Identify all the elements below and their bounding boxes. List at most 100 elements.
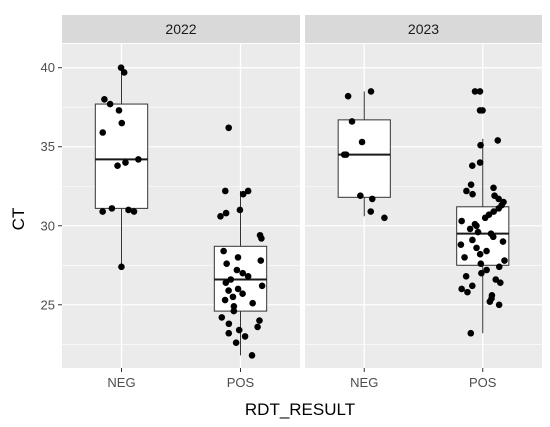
data-point xyxy=(490,184,497,192)
data-point xyxy=(254,323,261,331)
y-tick-label: 40 xyxy=(41,60,55,75)
data-point xyxy=(225,320,233,328)
data-point xyxy=(217,212,224,220)
data-point xyxy=(249,299,256,307)
box-2023-NEG xyxy=(337,88,391,222)
x-axis-title: RDT_RESULT xyxy=(245,400,355,419)
data-point xyxy=(348,118,356,125)
box-iqr xyxy=(337,119,391,198)
data-point xyxy=(101,96,108,103)
box-2023-POS xyxy=(456,88,510,337)
data-point xyxy=(381,214,388,222)
data-point xyxy=(476,88,484,95)
data-point xyxy=(474,228,482,236)
data-point xyxy=(99,129,107,136)
data-point xyxy=(499,238,507,245)
facet-panel-2023: 2023 xyxy=(305,15,542,368)
data-point xyxy=(463,187,470,195)
data-point xyxy=(218,314,226,321)
data-point xyxy=(476,107,484,114)
data-point xyxy=(367,208,375,215)
data-point xyxy=(473,244,480,252)
data-point xyxy=(106,100,114,108)
data-point xyxy=(458,285,465,293)
data-point xyxy=(367,88,375,95)
data-point xyxy=(462,273,470,280)
data-point xyxy=(467,329,475,337)
data-point xyxy=(478,269,485,277)
data-point xyxy=(221,296,229,304)
data-point xyxy=(494,137,502,144)
data-point xyxy=(115,107,123,114)
data-point xyxy=(120,69,128,76)
data-point xyxy=(481,214,489,222)
box-2022-POS xyxy=(213,124,268,359)
data-point xyxy=(225,287,232,294)
data-point xyxy=(476,250,484,258)
facet-strip xyxy=(62,15,300,43)
data-point xyxy=(495,301,503,309)
data-point xyxy=(461,254,468,261)
data-point xyxy=(466,225,474,233)
data-point xyxy=(458,217,465,225)
data-point xyxy=(495,205,503,212)
data-point xyxy=(221,187,229,195)
data-point xyxy=(497,279,504,286)
data-point xyxy=(227,276,235,283)
facet-strip xyxy=(305,15,542,43)
data-point xyxy=(230,307,238,315)
data-point xyxy=(230,303,238,310)
data-point xyxy=(344,92,352,100)
data-point xyxy=(222,279,230,286)
data-point xyxy=(501,257,508,264)
data-point xyxy=(229,293,237,301)
data-point xyxy=(486,298,494,305)
data-point xyxy=(477,141,484,149)
data-point xyxy=(368,195,376,203)
facet-strip-label: 2023 xyxy=(408,21,439,37)
data-point xyxy=(357,192,364,200)
data-point xyxy=(118,263,125,271)
data-point xyxy=(340,151,348,158)
data-point xyxy=(225,124,233,132)
axes: NEG POS NEG POS 25 30 35 40 xyxy=(41,60,497,390)
y-tick-label: 30 xyxy=(41,218,55,233)
data-point xyxy=(489,233,497,241)
data-point xyxy=(220,247,227,255)
box-iqr xyxy=(94,103,149,209)
data-point xyxy=(490,208,498,215)
data-point xyxy=(464,288,471,296)
y-tick-label: 25 xyxy=(41,297,55,312)
data-point xyxy=(469,190,476,198)
panel-background xyxy=(305,44,542,368)
data-point xyxy=(467,181,475,188)
data-point xyxy=(476,159,484,166)
data-point xyxy=(223,260,230,267)
data-point xyxy=(469,236,476,244)
data-point xyxy=(235,326,243,334)
data-point xyxy=(130,208,138,215)
data-point xyxy=(248,352,256,359)
data-point xyxy=(114,162,121,169)
data-point xyxy=(495,195,502,203)
data-point xyxy=(258,235,265,242)
data-point xyxy=(483,247,490,255)
data-point xyxy=(358,138,366,146)
y-tick-label: 35 xyxy=(41,139,55,154)
data-point xyxy=(471,88,479,95)
data-point xyxy=(234,285,242,293)
data-point xyxy=(135,156,142,163)
data-point xyxy=(234,254,242,261)
data-point xyxy=(117,64,125,72)
data-point xyxy=(125,206,132,214)
data-point xyxy=(468,162,476,169)
data-point xyxy=(108,205,116,212)
data-point xyxy=(225,329,233,337)
data-point xyxy=(244,187,252,195)
data-point xyxy=(457,241,465,249)
data-point xyxy=(258,282,266,290)
data-point xyxy=(469,282,476,290)
data-point xyxy=(118,119,126,127)
y-axis-title: CT xyxy=(9,208,28,231)
